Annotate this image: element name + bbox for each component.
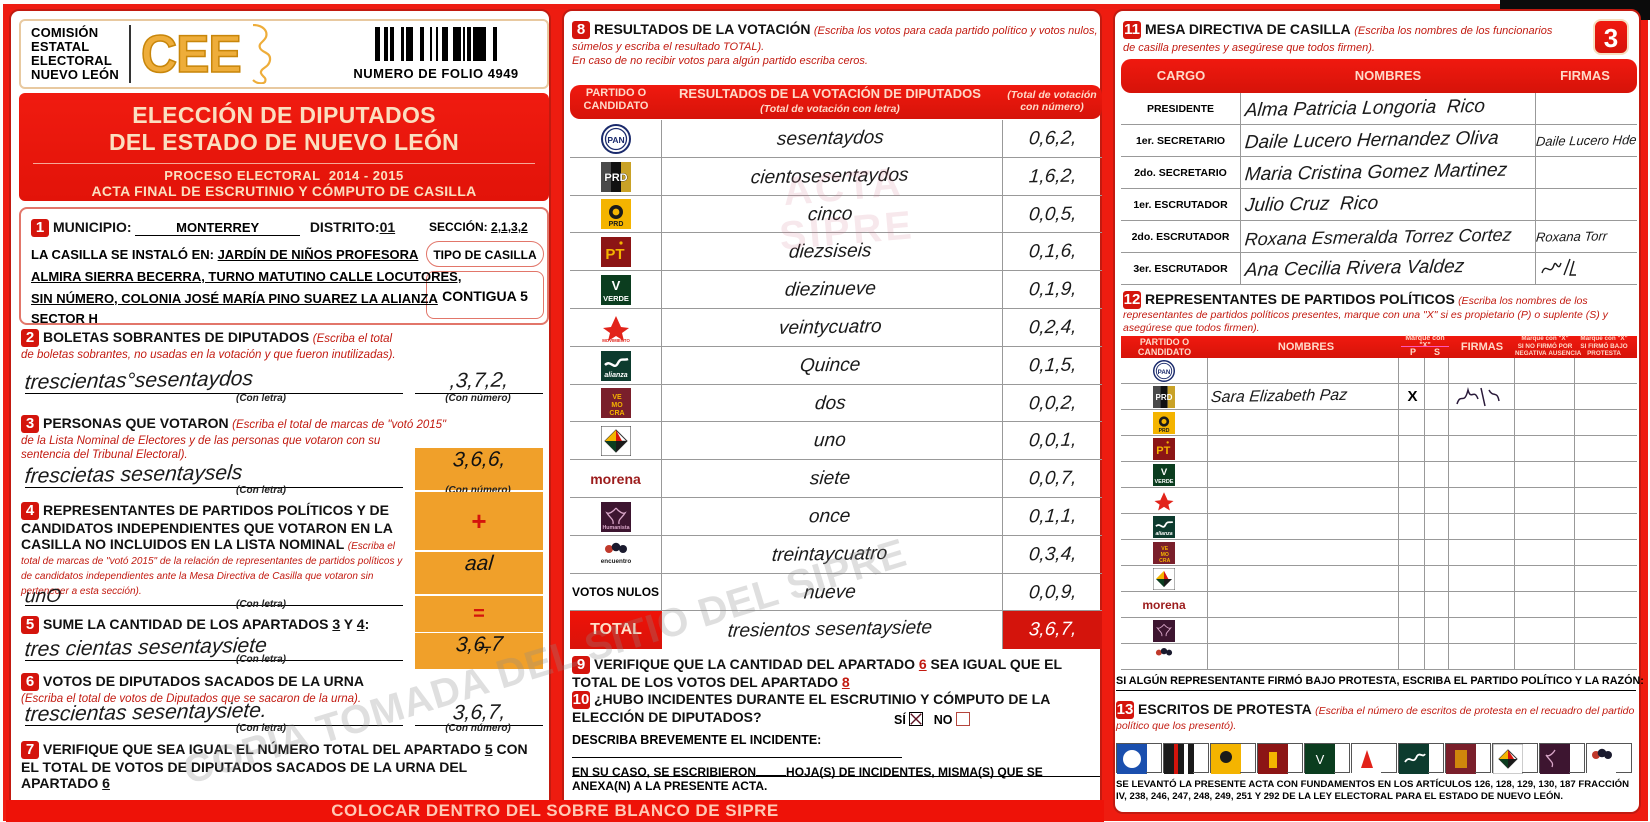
svg-text:V: V <box>1316 752 1325 767</box>
svg-text:MO: MO <box>611 402 623 409</box>
svg-text:PT: PT <box>605 246 624 263</box>
svg-text:CRA: CRA <box>1159 558 1170 564</box>
svg-text:CRA: CRA <box>609 410 624 417</box>
svg-text:PAN: PAN <box>607 135 624 145</box>
svg-text:MOVIMIENTO: MOVIMIENTO <box>602 338 630 343</box>
svg-text:V: V <box>611 278 620 293</box>
svg-text:alianza: alianza <box>1155 531 1172 537</box>
svg-text:V: V <box>1161 467 1168 478</box>
svg-text:PAN: PAN <box>1158 369 1171 376</box>
svg-text:PRD: PRD <box>604 172 627 184</box>
svg-text:alianza: alianza <box>604 372 627 379</box>
svg-text:encuentro: encuentro <box>601 558 631 565</box>
svg-text:VERDE: VERDE <box>1155 479 1174 485</box>
svg-text:Humanista: Humanista <box>602 525 629 531</box>
svg-text:VE: VE <box>1161 546 1168 552</box>
svg-text:VERDE: VERDE <box>603 294 629 303</box>
svg-text:PRD: PRD <box>608 221 623 228</box>
svg-text:VE: VE <box>612 394 622 401</box>
svg-text:PRD: PRD <box>1156 393 1173 402</box>
svg-text:PRD: PRD <box>1159 428 1170 434</box>
svg-text:PT: PT <box>1156 445 1170 457</box>
svg-text:MO: MO <box>1161 552 1169 558</box>
